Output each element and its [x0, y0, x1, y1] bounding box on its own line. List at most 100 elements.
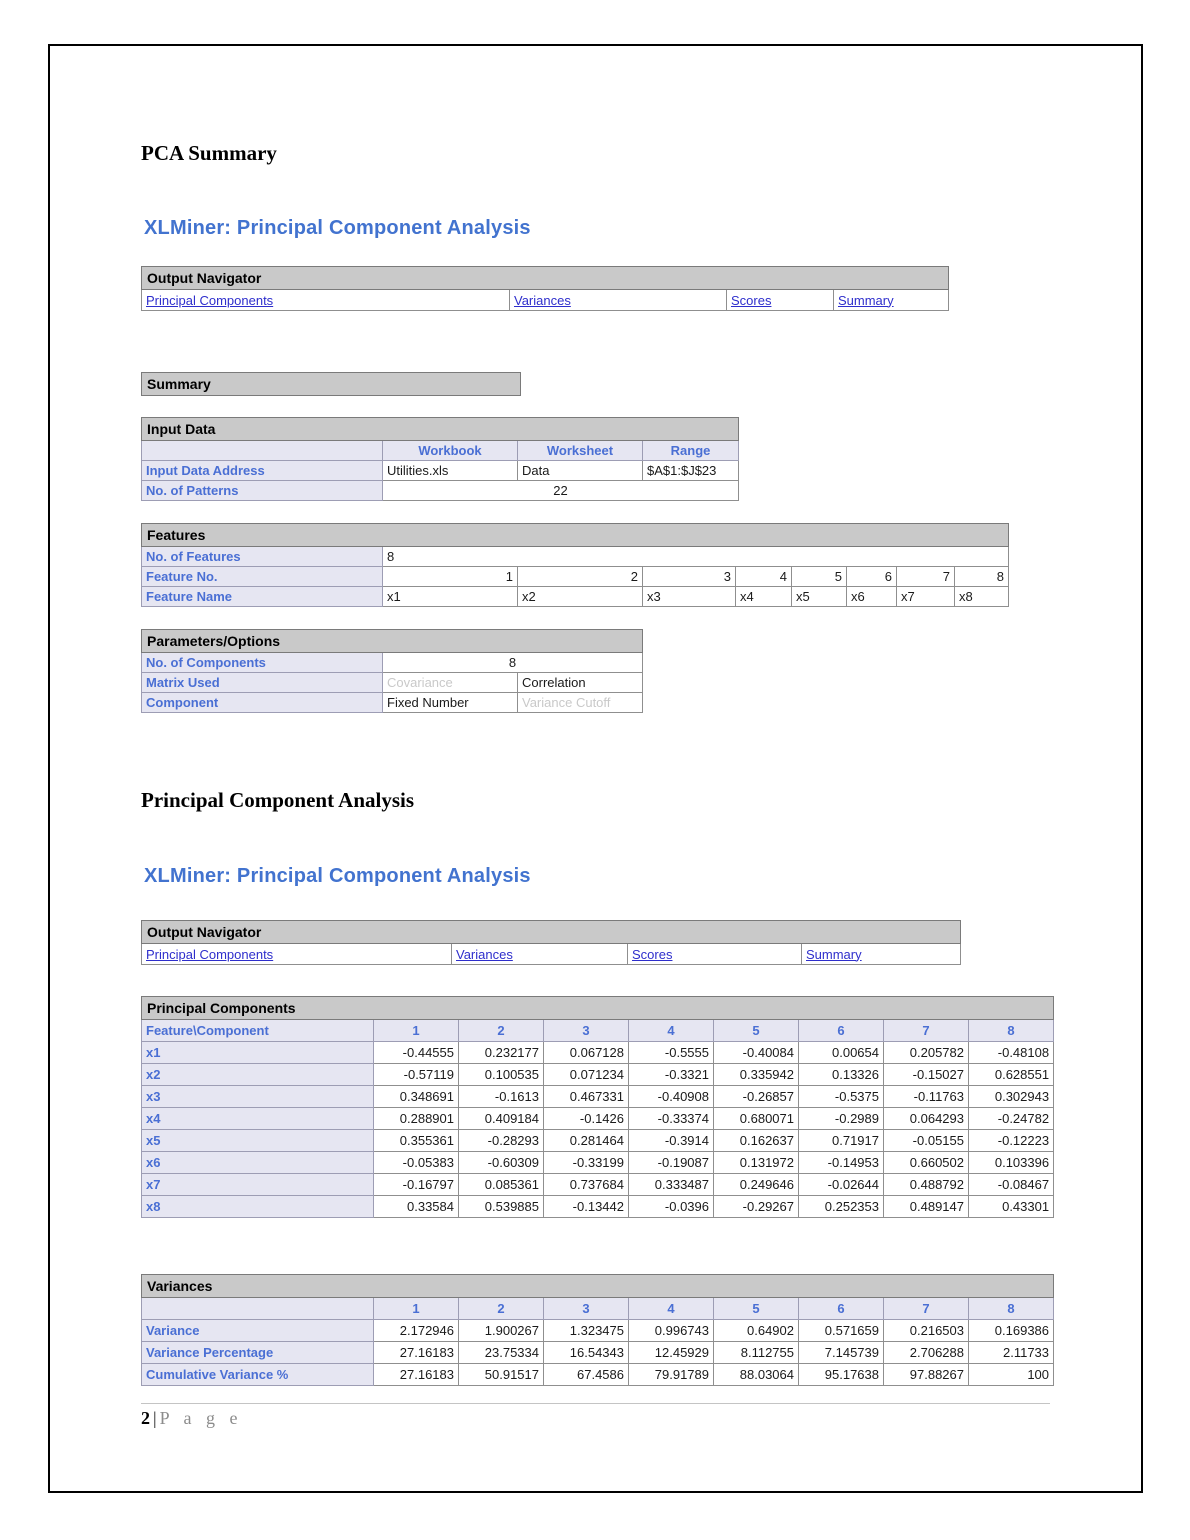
row-label: x1: [141, 1041, 374, 1064]
column-header: 6: [798, 1019, 884, 1042]
cell-value: 2.706288: [883, 1341, 969, 1364]
cell-value: x4: [735, 586, 792, 607]
cell-value: -0.1613: [458, 1085, 544, 1108]
nav-link-cell: Scores: [627, 943, 802, 965]
cell-value: x7: [896, 586, 955, 607]
cell-value: 100: [967, 1363, 1055, 1386]
cell-value: 0.085361: [458, 1173, 544, 1196]
nav-link-cell: Scores: [726, 289, 834, 311]
cell-value: x2: [517, 586, 643, 607]
cell-value: -0.28293: [458, 1129, 544, 1152]
cell-value: 0.216503: [883, 1319, 969, 1342]
link-scores[interactable]: Scores: [632, 946, 673, 962]
cell-value: Data: [517, 460, 643, 481]
cell-value: 0.333487: [628, 1173, 714, 1196]
row-label: Variance: [141, 1319, 374, 1342]
link-principal-components[interactable]: Principal Components: [146, 946, 274, 962]
cell-value: x8: [953, 586, 1010, 607]
principal-components-table: Principal Components Feature\Component 1 2 3…: [140, 996, 1055, 1218]
cell-value: Correlation: [517, 672, 643, 693]
column-header: 8: [967, 1297, 1055, 1320]
cell-value: -0.44555: [373, 1041, 459, 1064]
cell-value: -0.33374: [628, 1107, 714, 1130]
parameters-options-table-title-bar: Parameters/Options: [141, 629, 643, 653]
cell-value: 50.91517: [458, 1363, 544, 1386]
cell-value: 0.628551: [967, 1063, 1055, 1086]
cell-value: 12.45929: [628, 1341, 714, 1364]
link-summary[interactable]: Summary: [806, 946, 862, 962]
cell-value: 0.489147: [883, 1195, 969, 1218]
column-header: 1: [373, 1019, 459, 1042]
link-variances[interactable]: Variances: [456, 946, 513, 962]
cell-value: -0.48108: [967, 1041, 1055, 1064]
row-label: x3: [141, 1085, 374, 1108]
cell-value: -0.05383: [373, 1151, 459, 1174]
cell-value: 95.17638: [798, 1363, 884, 1386]
nav-link-cell: Variances: [451, 943, 628, 965]
cell-value: 8.112755: [713, 1341, 799, 1364]
row-label: Feature No.: [141, 566, 383, 587]
cell-value: 0.335942: [713, 1063, 799, 1086]
column-header: 5: [713, 1019, 799, 1042]
row-label: [141, 1297, 374, 1320]
column-header: 5: [713, 1297, 799, 1320]
column-header: 8: [967, 1019, 1055, 1042]
cell-value: 27.16183: [373, 1341, 459, 1364]
cell-value: 0.169386: [967, 1319, 1055, 1342]
cell-value: 0.13326: [798, 1063, 884, 1086]
nav-link-cell: Principal Components: [141, 943, 452, 965]
row-label: Variance Percentage: [141, 1341, 374, 1364]
cell-value: 0.232177: [458, 1041, 544, 1064]
row-label: No. of Components: [141, 652, 383, 673]
cell-value: -0.02644: [798, 1173, 884, 1196]
cell-value: 97.88267: [883, 1363, 969, 1386]
cell-value: 4: [735, 566, 792, 587]
features-table: Features No. of Features 8 Feature No. 1 2 3 4 5…: [140, 523, 1010, 607]
cell-value: 8: [382, 652, 643, 673]
cell-value: x6: [846, 586, 897, 607]
cell-value: 0.00654: [798, 1041, 884, 1064]
cell-value: 0.680071: [713, 1107, 799, 1130]
link-principal-components[interactable]: Principal Components: [146, 292, 274, 308]
row-label: x2: [141, 1063, 374, 1086]
row-label: x6: [141, 1151, 374, 1174]
row-label: x5: [141, 1129, 374, 1152]
cell-value: 0.071234: [543, 1063, 629, 1086]
cell-value: -0.57119: [373, 1063, 459, 1086]
row-label: [141, 440, 383, 461]
column-header: Workbook: [382, 440, 518, 461]
xlminer-title-2: XLMiner: Principal Component Analysis: [144, 865, 531, 887]
cell-value: 0.660502: [883, 1151, 969, 1174]
cell-value: x5: [791, 586, 847, 607]
input-data-table-title-bar: Input Data: [140, 417, 740, 441]
cell-value: 0.33584: [373, 1195, 459, 1218]
cell-value: 0.162637: [713, 1129, 799, 1152]
link-scores[interactable]: Scores: [731, 292, 772, 308]
cell-value: 8: [953, 566, 1010, 587]
cell-value: x1: [382, 586, 518, 607]
cell-value: 0.539885: [458, 1195, 544, 1218]
nav-link-cell: Summary: [832, 289, 950, 311]
cell-value: 7: [896, 566, 955, 587]
xlminer-title-1: XLMiner: Principal Component Analysis: [144, 217, 531, 239]
row-label: No. of Features: [141, 546, 383, 567]
output-navigator-1-title-bar: Output Navigator: [140, 266, 950, 290]
cell-value: 2.172946: [373, 1319, 459, 1342]
row-label: No. of Patterns: [141, 480, 383, 501]
cell-value: -0.15027: [883, 1063, 969, 1086]
cell-value: 23.75334: [458, 1341, 544, 1364]
nav-link-cell: Summary: [800, 943, 962, 965]
output-navigator-2: Output Navigator Principal Components Vari…: [140, 920, 962, 965]
section-heading-principal-component-analysis: Principal Component Analysis: [141, 788, 415, 812]
variances-table-title-bar: Variances: [140, 1274, 1055, 1298]
cell-value: 79.91789: [628, 1363, 714, 1386]
cell-value: 0.281464: [543, 1129, 629, 1152]
cell-value: -0.40908: [628, 1085, 714, 1108]
column-header: 4: [628, 1297, 714, 1320]
nav-link-cell: Principal Components: [141, 289, 510, 311]
cell-value: 0.131972: [713, 1151, 799, 1174]
cell-value: 0.571659: [798, 1319, 884, 1342]
link-variances[interactable]: Variances: [514, 292, 571, 308]
column-header: 3: [543, 1297, 629, 1320]
link-summary[interactable]: Summary: [838, 292, 894, 308]
